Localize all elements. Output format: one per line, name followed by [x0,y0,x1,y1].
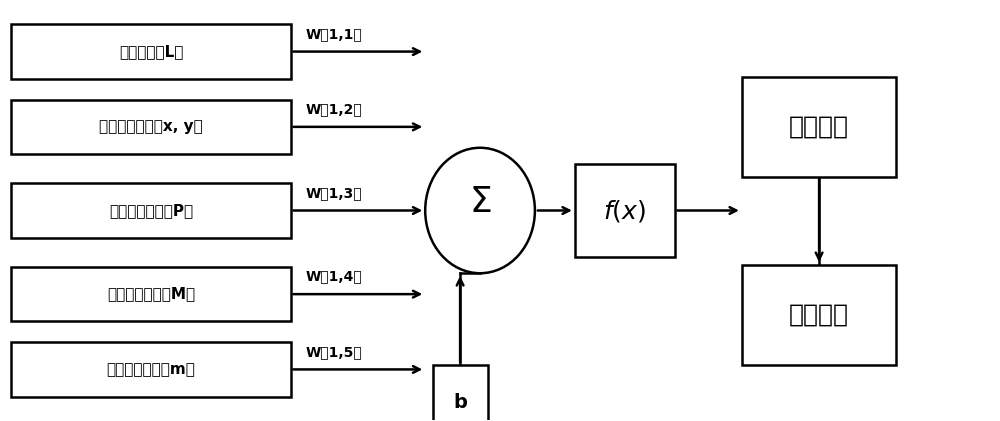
Text: 图像融合: 图像融合 [789,115,849,139]
Text: 紫外光斑周长（P）: 紫外光斑周长（P） [109,203,193,218]
Bar [11,342,291,397]
Text: 紫外光斑短轴（m）: 紫外光斑短轴（m） [107,362,195,377]
Text: 紫外光斑形心（x, y）: 紫外光斑形心（x, y） [99,120,203,134]
Text: b: b [453,393,467,413]
Text: W（1,4）: W（1,4） [306,270,362,284]
Bar [11,100,291,154]
Bar [742,77,896,177]
Text: W（1,5）: W（1,5） [306,345,362,359]
Ellipse shape [425,148,535,273]
Text: $f(x)$: $f(x)$ [603,197,646,224]
Bar [575,165,675,256]
Text: W（1,2）: W（1,2） [306,102,362,116]
Bar [433,365,488,421]
Bar [11,183,291,238]
Bar [11,24,291,79]
Text: 输出影像: 输出影像 [789,303,849,327]
Text: $\Sigma$: $\Sigma$ [469,185,491,219]
Bar [742,265,896,365]
Text: W（1,3）: W（1,3） [306,186,362,200]
Bar [11,267,291,321]
Text: W（1,1）: W（1,1） [306,27,362,41]
Text: 紫外光斑长轴（M）: 紫外光斑长轴（M） [107,287,195,301]
Text: 观测距离（L）: 观测距离（L） [119,44,183,59]
